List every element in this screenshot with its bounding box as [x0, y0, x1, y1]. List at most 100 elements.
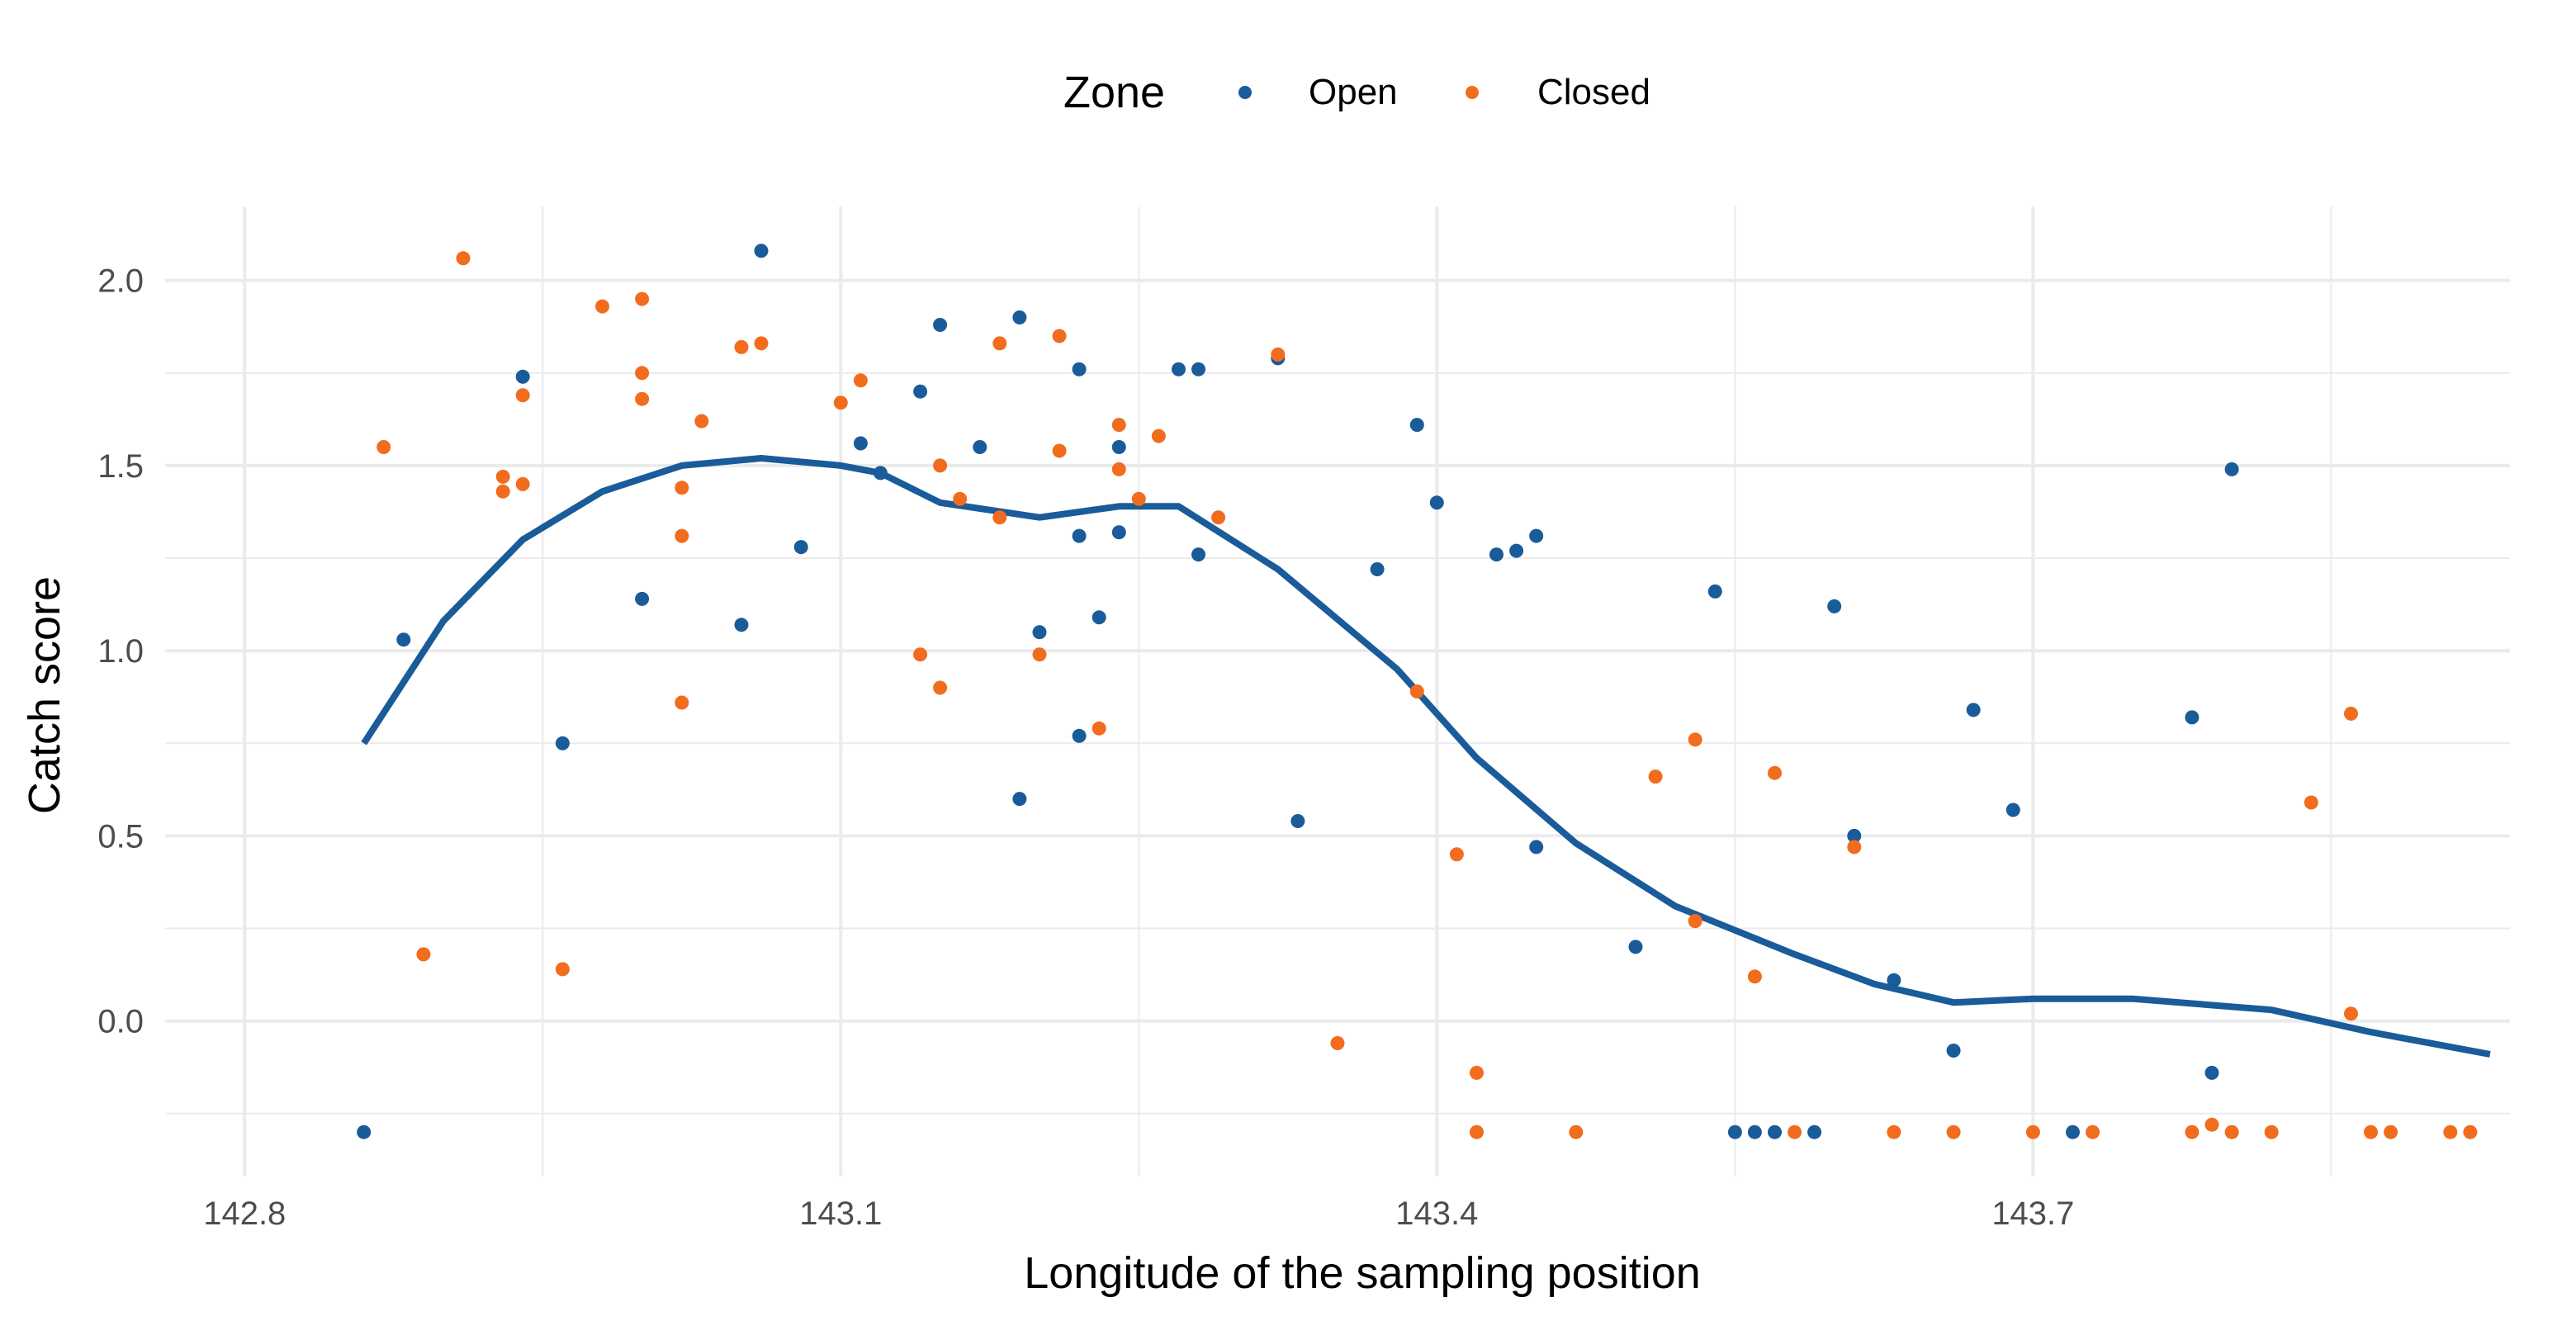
data-point-closed [515, 388, 530, 403]
data-point-closed [555, 962, 570, 977]
data-point-closed [635, 291, 650, 306]
data-point-closed [694, 414, 709, 428]
data-point-closed [595, 299, 609, 314]
data-point-closed [933, 680, 948, 695]
grid [165, 206, 2510, 1177]
data-point-open [1191, 362, 1205, 376]
data-point-open [1191, 547, 1205, 562]
data-point-closed [2264, 1125, 2279, 1139]
data-point-closed [2463, 1125, 2478, 1139]
data-point-closed [1052, 329, 1067, 343]
data-point-closed [1847, 840, 1862, 855]
legend-label-closed: Closed [1537, 72, 1650, 112]
data-point-closed [1032, 647, 1047, 662]
data-point-open [555, 736, 570, 750]
data-point-closed [456, 251, 471, 266]
data-point-open [853, 436, 868, 451]
y-tick-label: 2.0 [97, 263, 144, 300]
data-point-closed [1052, 443, 1067, 458]
data-point-open [1887, 973, 1901, 987]
data-point-open [1032, 625, 1047, 640]
data-point-closed [933, 458, 948, 473]
data-point-closed [992, 510, 1007, 525]
data-point-closed [1470, 1065, 1484, 1080]
data-point-closed [1688, 914, 1702, 929]
data-point-open [1012, 792, 1027, 807]
data-point-open [1727, 1125, 1742, 1139]
data-point-open [1966, 703, 1981, 717]
data-point-open [913, 384, 928, 399]
y-axis-title: Catch score [20, 576, 69, 814]
data-point-closed [1768, 765, 1782, 780]
smooth-line [361, 455, 2491, 1058]
data-point-closed [2443, 1125, 2458, 1139]
data-point-closed [1470, 1125, 1484, 1139]
data-point-open [1946, 1044, 1961, 1058]
data-point-open [1290, 814, 1305, 828]
data-point-closed [1648, 769, 1663, 784]
data-point-open [357, 1125, 372, 1139]
data-point-closed [1887, 1125, 1901, 1139]
data-point-closed [1946, 1125, 1961, 1139]
data-point-closed [1271, 347, 1286, 362]
data-point-closed [1330, 1036, 1345, 1050]
x-tick-label: 142.8 [203, 1196, 286, 1232]
data-point-closed [2025, 1125, 2040, 1139]
data-point-open [2066, 1125, 2080, 1139]
data-point-closed [675, 528, 689, 543]
x-tick-label: 143.4 [1395, 1196, 1478, 1232]
legend-key-open [1238, 86, 1252, 99]
data-point-open [1489, 547, 1503, 562]
data-point-open [396, 632, 411, 647]
data-point-closed [495, 484, 510, 499]
data-point-open [1847, 828, 1862, 843]
data-point-closed [1409, 684, 1424, 698]
data-point-closed [853, 373, 868, 388]
data-point-closed [2185, 1125, 2200, 1139]
data-point-closed [1111, 418, 1126, 433]
legend: Zone Open Closed [1063, 68, 1650, 117]
data-point-open [1509, 543, 1524, 558]
data-point-open [2185, 710, 2200, 725]
data-point-open [1111, 440, 1126, 454]
smooth-line-layer [361, 455, 2491, 1058]
legend-key-closed [1466, 86, 1479, 99]
data-point-closed [675, 695, 689, 710]
legend-title: Zone [1063, 68, 1165, 117]
data-point-open [1091, 610, 1106, 625]
data-point-closed [2086, 1125, 2100, 1139]
points-layer [357, 244, 2478, 1139]
data-point-closed [1688, 732, 1702, 747]
data-point-closed [734, 339, 749, 354]
data-point-closed [833, 395, 848, 410]
data-point-closed [1569, 1125, 1584, 1139]
data-point-closed [1151, 428, 1166, 443]
data-point-open [873, 466, 888, 481]
data-point-closed [416, 947, 431, 962]
data-point-open [1409, 418, 1424, 433]
data-point-open [1747, 1125, 1762, 1139]
x-tick-label: 143.7 [1991, 1196, 2074, 1232]
data-point-open [2005, 803, 2020, 817]
data-point-open [1072, 528, 1087, 543]
data-point-open [1012, 310, 1027, 324]
data-point-closed [2384, 1125, 2398, 1139]
data-point-closed [1449, 847, 1464, 862]
data-point-open [1429, 495, 1444, 510]
data-point-closed [1211, 510, 1226, 525]
data-point-closed [1131, 491, 1146, 506]
data-point-open [1807, 1125, 1822, 1139]
data-point-open [2204, 1065, 2219, 1080]
data-point-closed [495, 469, 510, 484]
data-point-closed [376, 440, 391, 454]
data-point-open [635, 591, 650, 606]
y-tick-label: 0.5 [97, 818, 144, 855]
data-point-open [793, 540, 808, 555]
data-point-open [754, 244, 769, 258]
tick-labels: 142.8 143.1 143.4 143.7 0.0 0.5 1.0 1.5 2.0 [97, 263, 2074, 1232]
data-point-open [734, 618, 749, 632]
data-point-closed [992, 336, 1007, 351]
data-point-closed [754, 336, 769, 351]
data-point-open [1072, 728, 1087, 743]
